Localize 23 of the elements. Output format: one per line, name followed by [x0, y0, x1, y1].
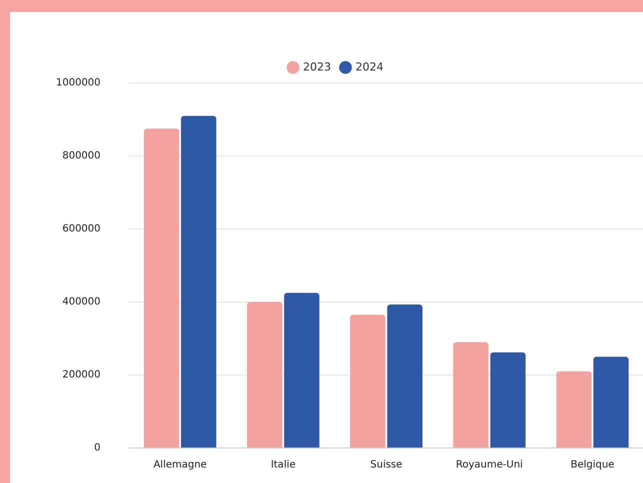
y-tick-label: 0: [94, 442, 101, 454]
x-tick-label: Belgique: [570, 460, 614, 471]
x-tick-label: Suisse: [370, 460, 402, 471]
bar: [246, 302, 282, 448]
bar: [556, 371, 592, 448]
y-tick-label: 800000: [62, 150, 101, 162]
x-tick-label: Royaume-Uni: [456, 460, 523, 471]
y-tick-label: 600000: [62, 224, 101, 235]
bar: [181, 116, 216, 448]
bar: [350, 314, 386, 448]
y-tick-label: 200000: [62, 370, 101, 381]
legend-label: 2023: [303, 60, 332, 74]
y-tick-label: 1000000: [56, 78, 101, 89]
x-tick-label: Allemagne: [153, 460, 207, 471]
legend-label: 2024: [356, 60, 384, 74]
y-tick-label: 400000: [62, 296, 101, 308]
bar: [284, 292, 320, 448]
bar: [453, 342, 488, 448]
bar: [490, 352, 526, 448]
bar: [593, 356, 629, 448]
bar: [144, 128, 180, 448]
bar: [387, 304, 422, 448]
x-tick-label: Italie: [270, 460, 296, 471]
